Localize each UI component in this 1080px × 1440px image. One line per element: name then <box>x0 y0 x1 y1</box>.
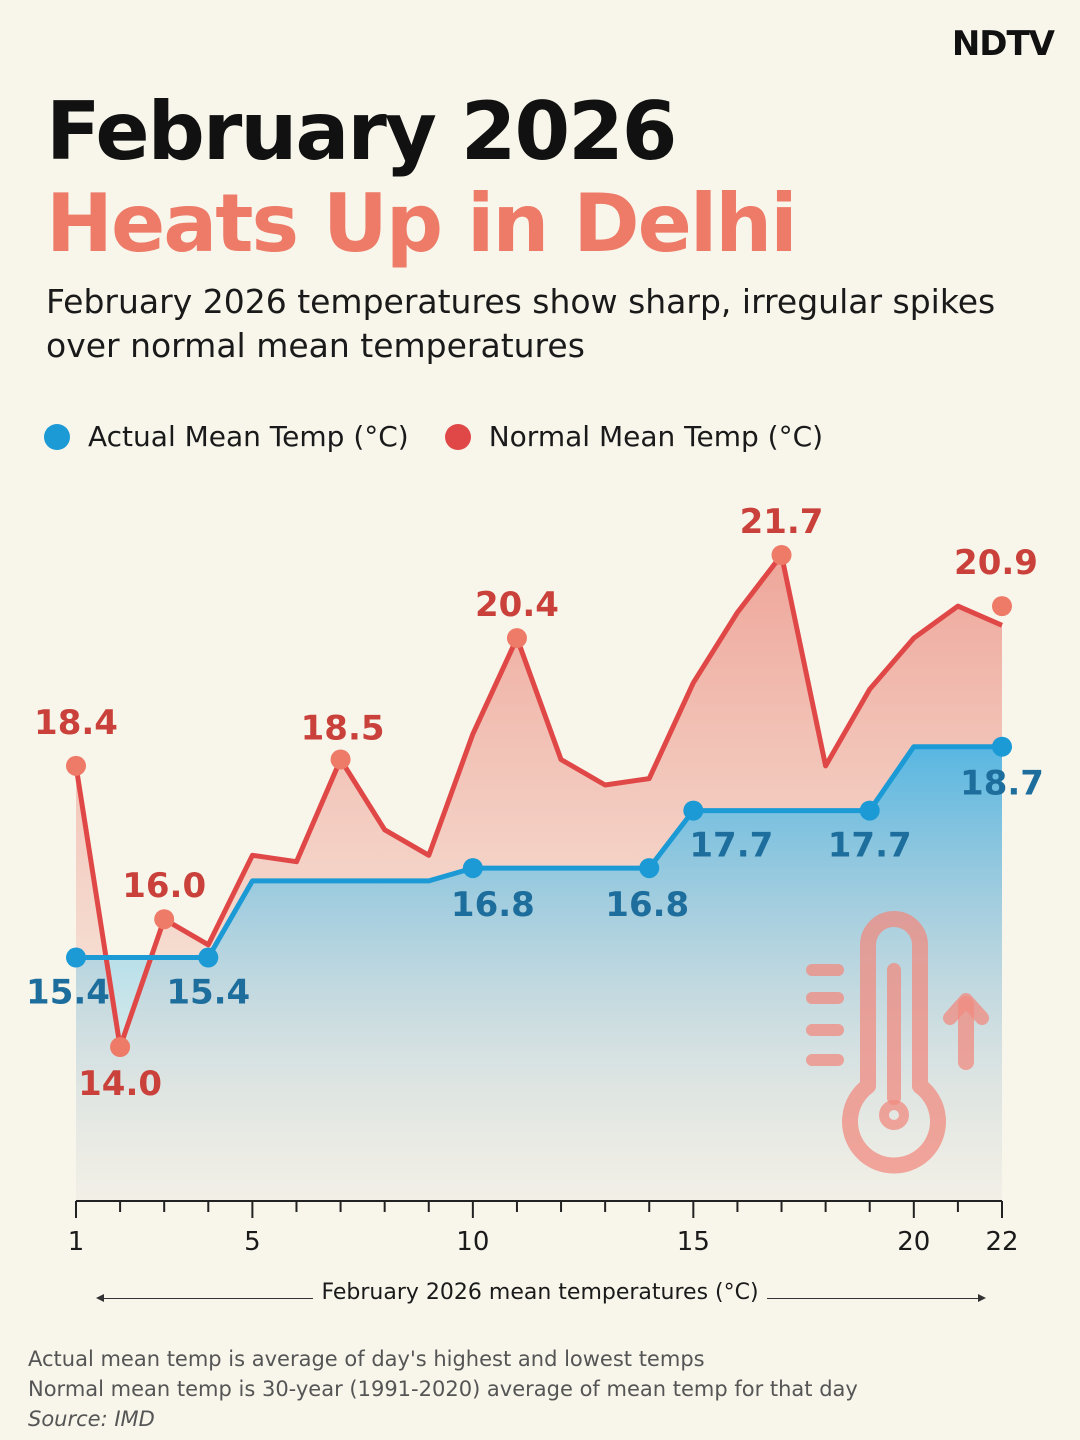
ndtv-logo: NDTV <box>951 24 1055 64</box>
legend-item-actual: Actual Mean Temp (°C) <box>44 420 409 453</box>
n-dot-17 <box>771 545 792 565</box>
actual-temp-area <box>76 746 1002 1200</box>
legend-dot-actual <box>44 423 70 450</box>
source-note: Source: IMD <box>28 1407 155 1431</box>
legend-label-actual: Actual Mean Temp (°C) <box>88 420 409 453</box>
a-label-22: 18.7 <box>960 764 1044 804</box>
x-axis-title: February 2026 mean temperatures (°C) <box>0 1280 1080 1305</box>
a-dot-1 <box>66 947 86 968</box>
a-label-4: 15.4 <box>166 973 250 1013</box>
title-line-2: Heats Up in Delhi <box>46 177 798 270</box>
n-label-17: 21.7 <box>740 502 824 542</box>
x-tick-label-20: 20 <box>897 1227 930 1257</box>
n-label-1: 18.4 <box>34 703 118 743</box>
n-label-7: 18.5 <box>301 708 385 748</box>
n-label-2: 14.0 <box>78 1064 162 1104</box>
note-normal: Normal mean temp is 30-year (1991-2020) … <box>28 1377 858 1401</box>
a-dot-14 <box>639 858 660 879</box>
a-label-19: 17.7 <box>828 826 912 866</box>
n-dot-22 <box>992 596 1012 617</box>
x-tick-label-1: 1 <box>68 1227 85 1257</box>
n-dot-7 <box>330 749 351 770</box>
n-label-3: 16.0 <box>122 866 206 906</box>
footnotes: Actual mean temp is average of day's hig… <box>28 1344 858 1434</box>
legend-dot-normal <box>444 423 471 450</box>
a-dot-4 <box>198 947 219 968</box>
n-label-11: 20.4 <box>475 585 559 625</box>
n-dot-3 <box>154 909 175 930</box>
actual-temp-line <box>76 744 1002 960</box>
chart-legend: Actual Mean Temp (°C) Normal Mean Temp (… <box>44 420 823 453</box>
a-label-15: 17.7 <box>689 826 773 866</box>
legend-item-normal: Normal Mean Temp (°C) <box>444 420 824 453</box>
title-line-1: February 2026 <box>46 85 677 178</box>
legend-label-normal: Normal Mean Temp (°C) <box>488 420 824 453</box>
note-actual: Actual mean temp is average of day's hig… <box>28 1347 705 1371</box>
a-dot-15 <box>683 800 704 821</box>
x-tick-label-5: 5 <box>244 1227 261 1257</box>
x-axis-title-text: February 2026 mean temperatures (°C) <box>313 1280 767 1305</box>
n-dot-2 <box>110 1037 131 1057</box>
subtitle: February 2026 temperatures show sharp, i… <box>46 282 996 365</box>
a-label-14: 16.8 <box>605 885 689 925</box>
n-dot-1 <box>66 755 86 776</box>
a-dot-19 <box>859 800 880 821</box>
x-tick-label-15: 15 <box>677 1227 710 1257</box>
a-dot-10 <box>462 858 483 879</box>
n-label-22: 20.9 <box>954 543 1038 583</box>
x-tick-label-10: 10 <box>456 1227 489 1257</box>
a-label-10: 16.8 <box>451 885 535 925</box>
a-dot-22 <box>992 736 1012 757</box>
n-dot-11 <box>506 628 527 649</box>
normal-temp-line <box>73 552 1003 1050</box>
a-label-1: 15.4 <box>26 973 110 1013</box>
x-tick-label-22: 22 <box>985 1227 1018 1257</box>
thermometer-up-icon <box>806 911 989 1174</box>
